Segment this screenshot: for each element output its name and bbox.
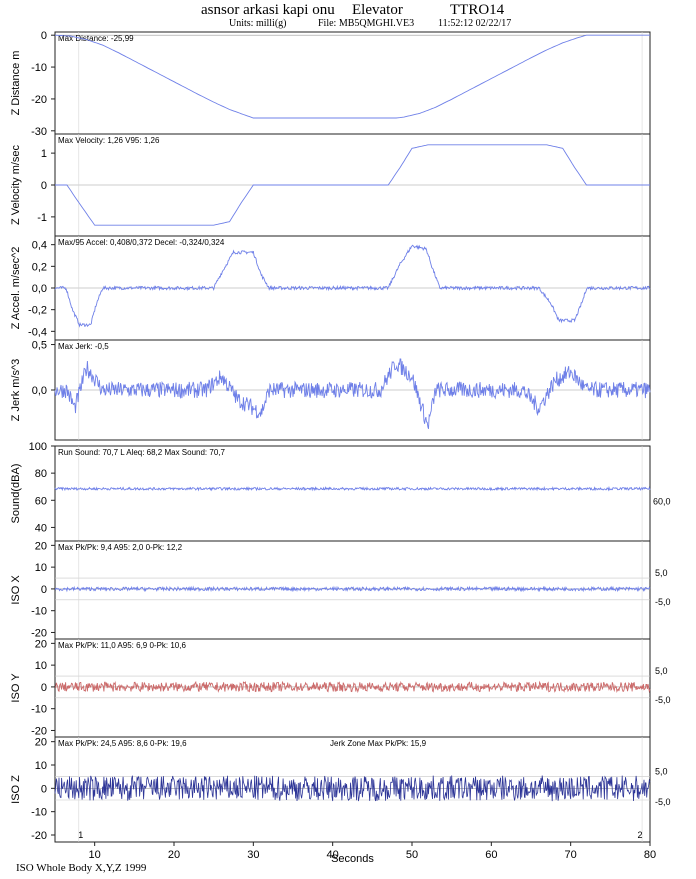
panel-annotation-2: Jerk Zone Max Pk/Pk: 15,9 xyxy=(330,739,427,748)
x-tick-label: 50 xyxy=(406,849,418,861)
y-tick-label: -10 xyxy=(31,704,47,716)
x-tick-label: 40 xyxy=(327,849,339,861)
panel-3: 0,4 0,2 0,0 -0,2 -0,4 Z Accel. m/sec^2 Max/95 … xyxy=(10,235,651,341)
y-tick-label: 0 xyxy=(41,180,47,192)
x-tick-label: 20 xyxy=(168,849,180,861)
x-tick-label: 70 xyxy=(565,849,577,861)
datetime-label: 11:52:12 02/22/17 xyxy=(438,18,512,29)
panel-annotation: Max Velocity: 1,26 V95: 1,26 xyxy=(58,136,160,145)
y-tick-label: -20 xyxy=(31,725,47,737)
panel-1: 0 -10 -20 -30 Z Distance m Max Distance: -25,… xyxy=(10,30,651,138)
panel-7: 20 10 0 -10 -20 ISO Y Max Pk/Pk: 11,0 A95: 6,9… xyxy=(10,638,671,738)
panel-annotation: Max Pk/Pk: 9,4 A95: 2,0 0-Pk: 12,2 xyxy=(58,543,183,552)
x-tick-label: 60 xyxy=(485,849,497,861)
y-tick-label: 80 xyxy=(35,468,47,480)
series-line xyxy=(54,680,651,694)
right-label-upper: 5,0 xyxy=(655,568,668,578)
y-axis-label: ISO X xyxy=(10,575,22,605)
x-tick-label: 10 xyxy=(89,849,101,861)
right-label-upper: 5,0 xyxy=(655,767,668,777)
right-label-lower: -5,0 xyxy=(655,597,671,607)
panel-annotation: Max Pk/Pk: 24,5 A95: 8,6 0-Pk: 19,6 xyxy=(58,739,187,748)
right-label-upper: 5,0 xyxy=(655,666,668,676)
chart-code: TTRO14 xyxy=(450,2,505,18)
chart-category: Elevator xyxy=(352,2,403,18)
y-axis-label: Z Jerk m/s^3 xyxy=(10,359,22,422)
y-tick-label: 10 xyxy=(35,562,47,574)
marker-label: 2 xyxy=(638,830,643,840)
y-tick-label: 20 xyxy=(35,737,47,749)
y-tick-label: 10 xyxy=(35,660,47,672)
panel-annotation: Run Sound: 70,7 L Aleq: 68,2 Max Sound: … xyxy=(58,448,225,457)
file-label: File: MB5QMGHI.VE3 xyxy=(318,18,415,29)
y-axis-label: Z Velocity m/sec xyxy=(10,144,22,225)
y-axis-label: ISO Z xyxy=(10,775,22,804)
panel-annotation: Max/95 Accel: 0,408/0,372 Decel: -0,324/… xyxy=(58,238,225,247)
y-tick-label: 0,5 xyxy=(32,340,47,352)
y-tick-label: -10 xyxy=(31,606,47,618)
series-line xyxy=(54,34,650,119)
units-label: Units: milli(g) xyxy=(229,18,287,29)
y-tick-label: 0,2 xyxy=(32,261,47,273)
panel-frame xyxy=(54,445,651,542)
y-tick-label: 0 xyxy=(41,682,47,694)
y-axis-label: Sound(dBA) xyxy=(10,464,22,524)
series-line xyxy=(54,775,651,802)
x-tick-label: 30 xyxy=(247,849,259,861)
panel-5: 100 80 60 40 Sound(dBA) Run Sound: 70,7 L Ale… xyxy=(10,441,671,542)
y-tick-label: -10 xyxy=(31,807,47,819)
x-tick-label: 80 xyxy=(644,849,656,861)
series-line xyxy=(54,358,651,429)
y-tick-label: -20 xyxy=(31,830,47,842)
y-tick-label: 0 xyxy=(41,783,47,795)
y-tick-label: -30 xyxy=(31,126,47,138)
y-axis-label: ISO Y xyxy=(10,673,22,703)
y-tick-label: -0,4 xyxy=(28,326,47,338)
x-axis-label: Seconds xyxy=(331,853,374,865)
panel-frame xyxy=(54,31,651,135)
series-line xyxy=(54,485,651,492)
y-tick-label: -20 xyxy=(31,94,47,106)
panel-annotation: Max Distance: -25,99 xyxy=(58,34,134,43)
y-tick-label: 20 xyxy=(35,638,47,650)
y-axis-label: Z Distance m xyxy=(10,51,22,116)
y-axis-label: Z Accel. m/sec^2 xyxy=(10,247,22,330)
right-label: 60,0 xyxy=(653,496,671,506)
marker-label: 1 xyxy=(78,830,83,840)
panel-8: 20 10 0 -10 -20 ISO Z Max Pk/Pk: 24,5 A95: 8,6… xyxy=(10,736,671,843)
series-line xyxy=(54,244,651,328)
y-tick-label: 0,0 xyxy=(32,283,47,295)
panel-6: 20 10 0 -10 -20 ISO X Max Pk/Pk: 9,4 A95: 2,0 … xyxy=(10,540,671,640)
y-tick-label: 0 xyxy=(41,584,47,596)
y-tick-label: 40 xyxy=(35,522,47,534)
y-tick-label: -1 xyxy=(37,212,47,224)
y-tick-label: 100 xyxy=(29,441,47,453)
panel-annotation: Max Jerk: -0,5 xyxy=(58,342,109,351)
right-label-lower: -5,0 xyxy=(655,797,671,807)
y-tick-label: -20 xyxy=(31,627,47,639)
y-tick-label: 0 xyxy=(41,30,47,42)
series-line xyxy=(54,585,651,593)
panel-4: 0,5 0,0 Z Jerk m/s^3 Max Jerk: -0,5 xyxy=(10,339,651,441)
y-tick-label: 1 xyxy=(41,148,47,160)
panel-frame xyxy=(54,736,651,843)
chart-header: asnsor arkasi kapi onu Elevator TTRO14 xyxy=(0,2,696,18)
panel-annotation: Max Pk/Pk: 11,0 A95: 6,9 0-Pk: 10,6 xyxy=(58,641,186,650)
y-tick-label: 0,4 xyxy=(32,240,47,252)
series-line xyxy=(55,144,650,226)
y-tick-label: -0,2 xyxy=(28,305,47,317)
chart-title: asnsor arkasi kapi onu xyxy=(201,2,335,18)
panel-2: 1 0 -1 Z Velocity m/sec Max Velocity: 1,26 V… xyxy=(10,133,651,237)
footer-note: ISO Whole Body X,Y,Z 1999 xyxy=(16,862,147,874)
right-label-lower: -5,0 xyxy=(655,695,671,705)
y-tick-label: 10 xyxy=(35,760,47,772)
y-tick-label: 20 xyxy=(35,540,47,552)
y-tick-label: -10 xyxy=(31,62,47,74)
y-tick-label: 0,0 xyxy=(32,385,47,397)
y-tick-label: 60 xyxy=(35,495,47,507)
